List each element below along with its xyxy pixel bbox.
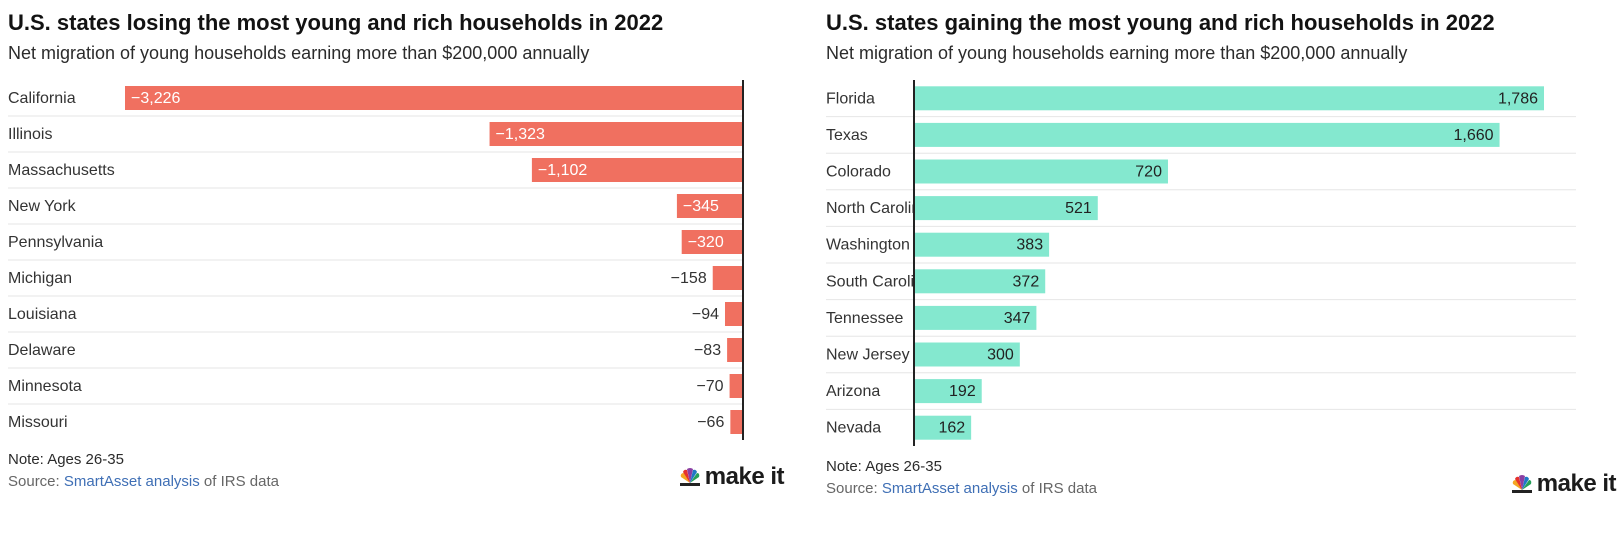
category-label: Florida bbox=[826, 90, 875, 107]
source-suffix: of IRS data bbox=[199, 473, 279, 490]
bar bbox=[914, 196, 1098, 221]
data-label: 521 bbox=[1065, 200, 1092, 217]
data-label: 1,786 bbox=[1498, 90, 1538, 107]
data-label: 372 bbox=[1013, 273, 1040, 290]
data-label: −66 bbox=[697, 414, 724, 431]
data-label: 1,660 bbox=[1454, 127, 1494, 144]
bar bbox=[724, 302, 743, 326]
row-separators bbox=[826, 116, 1576, 410]
bar bbox=[914, 342, 1020, 367]
category-label: Arizona bbox=[826, 383, 880, 400]
data-label: −1,102 bbox=[538, 162, 587, 179]
bar-chart-gaining: Florida 1,786 Texas 1,660 Colorado 720 North C… bbox=[826, 80, 1576, 446]
category-label: Pennsylvania bbox=[8, 234, 103, 251]
data-label: −158 bbox=[671, 270, 707, 287]
category-label: New Jersey bbox=[826, 347, 910, 364]
category-label: Delaware bbox=[8, 342, 76, 359]
category-label: California bbox=[8, 90, 76, 107]
data-label: 347 bbox=[1004, 310, 1031, 327]
chart-note: Note: Ages 26-35 bbox=[8, 451, 124, 468]
category-label: Tennessee bbox=[826, 310, 903, 327]
bar bbox=[727, 338, 743, 362]
bar bbox=[914, 159, 1168, 184]
chart-title: U.S. states gaining the most young and r… bbox=[826, 10, 1495, 35]
bar bbox=[712, 266, 743, 290]
data-label: 720 bbox=[1135, 164, 1162, 181]
data-label: −1,323 bbox=[496, 126, 545, 143]
category-label: North Carolina bbox=[826, 200, 929, 217]
data-label: −94 bbox=[692, 306, 719, 323]
bar bbox=[681, 230, 743, 254]
brand-logo: make it bbox=[679, 463, 785, 491]
data-label: −83 bbox=[694, 342, 721, 359]
category-label: Nevada bbox=[826, 420, 881, 437]
category-label: South Carolina bbox=[826, 273, 932, 290]
data-label: 192 bbox=[949, 383, 976, 400]
brand-logo: make it bbox=[1511, 470, 1617, 498]
data-label: 383 bbox=[1016, 237, 1043, 254]
bar bbox=[489, 122, 743, 146]
brand-text: make it bbox=[704, 463, 785, 490]
category-label: New York bbox=[8, 198, 77, 215]
brand-text: make it bbox=[1536, 470, 1617, 497]
category-label: Colorado bbox=[826, 164, 891, 181]
category-label: Massachusetts bbox=[8, 162, 115, 179]
chart-title: U.S. states losing the most young and ri… bbox=[8, 10, 664, 35]
row-separators bbox=[8, 115, 744, 405]
source-prefix: Source: bbox=[826, 480, 882, 497]
source-link[interactable]: SmartAsset analysis bbox=[881, 480, 1018, 497]
bar bbox=[914, 379, 982, 404]
bar bbox=[531, 158, 743, 182]
category-label: Washington bbox=[826, 237, 910, 254]
category-label: Illinois bbox=[8, 126, 52, 143]
chart-source: Source: SmartAsset analysis of IRS data bbox=[826, 480, 1097, 497]
data-label: 162 bbox=[938, 420, 965, 437]
category-label: Minnesota bbox=[8, 378, 82, 395]
chart-source: Source: SmartAsset analysis of IRS data bbox=[8, 473, 279, 490]
chart-subtitle: Net migration of young households earnin… bbox=[8, 43, 590, 63]
bar bbox=[914, 415, 972, 440]
category-label: Texas bbox=[826, 127, 868, 144]
category-label: Michigan bbox=[8, 270, 72, 287]
bar bbox=[914, 122, 1500, 147]
data-label: −320 bbox=[688, 234, 724, 251]
data-label: −345 bbox=[683, 198, 719, 215]
bar-chart-losing: California −3,226 Illinois −1,323 Massachuse… bbox=[8, 80, 744, 440]
source-link[interactable]: SmartAsset analysis bbox=[63, 473, 200, 490]
bar bbox=[914, 232, 1050, 257]
cnbc-peacock-icon bbox=[1511, 475, 1532, 493]
bar bbox=[676, 194, 743, 218]
source-suffix: of IRS data bbox=[1017, 480, 1097, 497]
bar bbox=[914, 269, 1046, 294]
chart-subtitle: Net migration of young households earnin… bbox=[826, 43, 1408, 63]
bar bbox=[914, 86, 1544, 111]
category-label: Louisiana bbox=[8, 306, 77, 323]
cnbc-peacock-icon bbox=[679, 468, 700, 486]
chart-note: Note: Ages 26-35 bbox=[826, 458, 942, 475]
data-label: −70 bbox=[696, 378, 723, 395]
data-label: −3,226 bbox=[131, 90, 180, 107]
bar bbox=[730, 410, 743, 434]
category-label: Missouri bbox=[8, 414, 68, 431]
bar bbox=[914, 305, 1037, 330]
bar bbox=[729, 374, 743, 398]
bar bbox=[125, 86, 743, 110]
data-label: 300 bbox=[987, 347, 1014, 364]
source-prefix: Source: bbox=[8, 473, 64, 490]
